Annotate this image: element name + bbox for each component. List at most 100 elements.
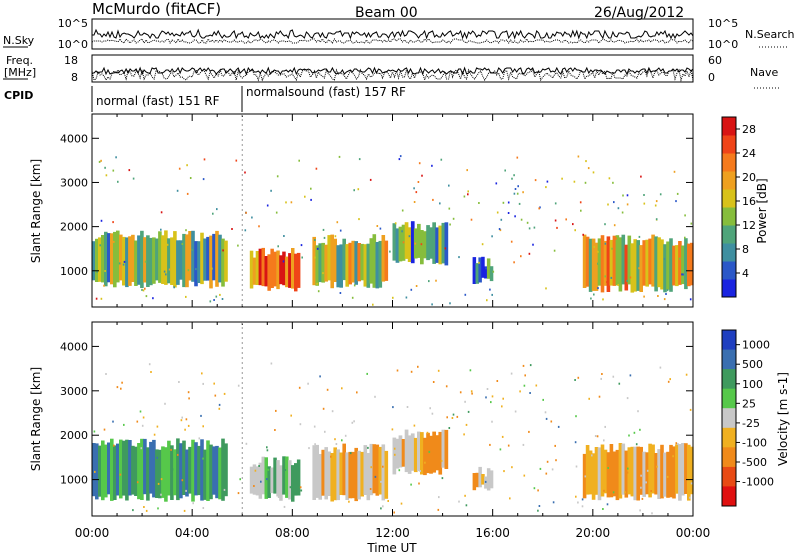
power-scatter-point [394, 222, 397, 225]
freq-nave-traces [91, 66, 694, 82]
power-scatter-point [358, 158, 361, 161]
power-echo-cell [110, 233, 114, 285]
noise-right-tick-bottom: 10^0 [708, 38, 738, 51]
power-colorbar-swatch [722, 225, 736, 244]
power-echo-cell [296, 252, 301, 288]
velocity-scatter-point [157, 482, 160, 485]
freq-tick-top: 18 [64, 54, 78, 67]
velocity-colorbar-swatch [722, 369, 736, 390]
velocity-scatter-point [618, 382, 621, 385]
power-scatter-point [613, 224, 616, 227]
velocity-scatter-point [370, 466, 372, 469]
power-scatter-point [643, 295, 645, 298]
power-scatter-point [546, 180, 549, 183]
power-scatter-point [181, 243, 184, 245]
velocity-scatter-point [441, 477, 444, 480]
power-scatter-point [178, 167, 181, 170]
velocity-scatter-point [308, 447, 310, 450]
power-echo-cell [639, 245, 643, 292]
velocity-scatter-point [469, 369, 472, 372]
power-scatter-point [561, 177, 563, 180]
velocity-scatter-point [116, 386, 119, 389]
velocity-echo-cell [612, 451, 617, 497]
velocity-scatter-point [344, 434, 347, 437]
power-scatter-point [290, 201, 293, 204]
power-scatter-point [401, 209, 404, 212]
power-echo-cell [600, 235, 605, 293]
velocity-echo-cell [143, 438, 147, 495]
power-scatter-point [413, 187, 415, 190]
power-colorbar-tick-label: 28 [742, 123, 756, 136]
power-echo-cell [342, 238, 346, 281]
power-echo-cell [152, 237, 156, 284]
velocity-scatter-point [577, 501, 579, 504]
velocity-scatter-point [349, 452, 352, 455]
velocity-echo-cell [173, 449, 177, 496]
freq-tick-bottom: 8 [71, 71, 78, 84]
power-echo-cell [357, 243, 361, 282]
velocity-scatter-point [628, 434, 630, 437]
time-tick-label: 16:00 [475, 526, 510, 540]
power-echo-cell [125, 237, 129, 288]
velocity-scatter-point [270, 362, 273, 365]
velocity-scatter-point [437, 369, 440, 372]
velocity-scatter-point [382, 465, 384, 468]
power-scatter-point [496, 211, 499, 214]
power-scatter-point [322, 228, 325, 231]
velocity-echo-cell [282, 456, 286, 495]
power-echo-cell [417, 223, 421, 258]
power-echo-cell [478, 257, 482, 283]
power-scatter-point [266, 204, 269, 207]
velocity-axes: 1000 2000 3000 4000 [60, 321, 694, 517]
velocity-scatter-point [464, 494, 466, 497]
power-scatter-point [216, 208, 218, 211]
velocity-echo-cell [392, 437, 397, 475]
power-scatter-point [357, 188, 360, 191]
power-colorbar-swatch [722, 243, 736, 262]
velocity-scatter-point [428, 450, 431, 453]
velocity-scatter-point [393, 447, 396, 450]
velocity-scatter-point [178, 381, 180, 383]
velocity-echo-cell [209, 444, 213, 500]
velocity-colorbar-swatch [722, 349, 736, 370]
velocity-scatter-point [464, 400, 466, 403]
power-echo-cell [98, 237, 102, 282]
time-tick-label: 20:00 [576, 526, 611, 540]
velocity-scatter-point [470, 390, 473, 393]
velocity-scatter-point [393, 511, 395, 514]
velocity-echo-cell [404, 429, 409, 473]
velocity-scatter-point [183, 509, 186, 512]
power-scatter-point [553, 249, 556, 252]
power-echo-cell [95, 238, 99, 282]
velocity-scatter-point [689, 408, 692, 411]
velocity-scatter-point [105, 373, 107, 375]
power-echo-cell [687, 243, 691, 287]
velocity-scatter-point [458, 500, 460, 503]
power-scatter-point [195, 268, 197, 271]
power-scatter-point [470, 218, 473, 221]
velocity-scatter-point [335, 443, 338, 445]
power-scatter-point [323, 236, 326, 239]
velocity-echo-cell [395, 438, 400, 469]
velocity-echo-cell [321, 449, 325, 496]
velocity-scatter-point [150, 371, 152, 373]
power-scatter-point [611, 247, 613, 250]
velocity-echo-cell [375, 444, 380, 496]
power-scatter-point [431, 303, 433, 306]
power-echo-cell [197, 241, 201, 283]
power-scatter-point [622, 194, 624, 197]
power-echo-cell [444, 222, 449, 266]
velocity-scatter-point [575, 465, 578, 468]
velocity-echo-cell [345, 452, 349, 500]
power-scatter-point [582, 233, 584, 236]
velocity-echo-cell [315, 444, 319, 498]
power-scatter-point [593, 293, 595, 296]
nave-tick-bottom: 0 [708, 71, 715, 84]
velocity-colorbar-tick-label: 25 [742, 397, 756, 410]
power-scatter-point [235, 159, 238, 162]
velocity-colorbar-tick-label: 1000 [742, 339, 770, 352]
velocity-scatter-point [629, 374, 632, 377]
velocity-scatter-point [185, 489, 187, 492]
power-colorbar-swatch [722, 207, 736, 226]
velocity-echo-cell [588, 450, 593, 495]
